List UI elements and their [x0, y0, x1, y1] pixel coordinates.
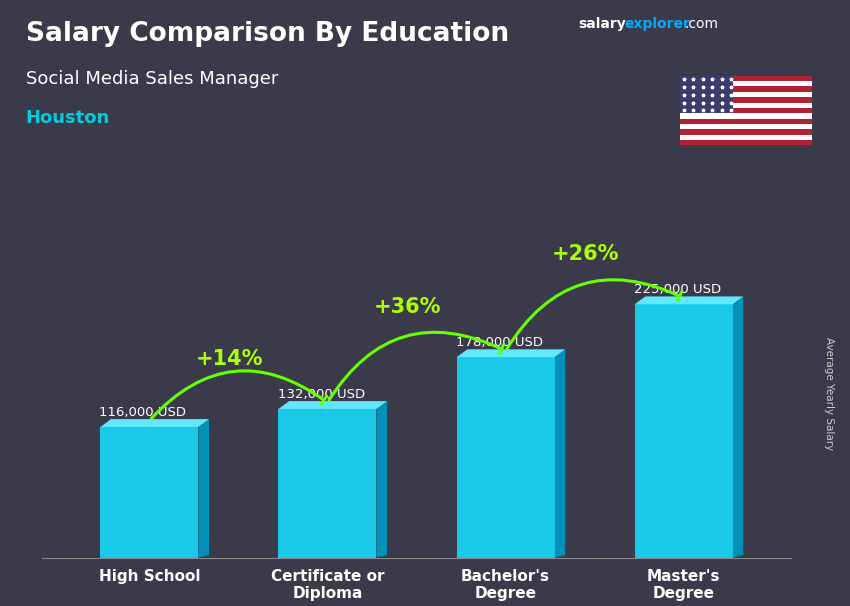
- Bar: [680, 140, 812, 145]
- Bar: [100, 427, 198, 558]
- Polygon shape: [198, 419, 209, 558]
- Polygon shape: [635, 296, 743, 304]
- Polygon shape: [377, 401, 387, 558]
- Bar: [680, 124, 812, 129]
- Bar: [680, 97, 812, 102]
- Bar: [680, 76, 733, 113]
- Text: 178,000 USD: 178,000 USD: [456, 336, 542, 349]
- Text: 116,000 USD: 116,000 USD: [99, 406, 186, 419]
- Bar: [680, 87, 812, 92]
- Polygon shape: [456, 349, 565, 357]
- Polygon shape: [733, 296, 743, 558]
- Bar: [680, 108, 812, 113]
- Text: salary: salary: [578, 17, 626, 31]
- Bar: [456, 357, 554, 558]
- Bar: [680, 135, 812, 140]
- Bar: [635, 304, 733, 558]
- Text: Houston: Houston: [26, 109, 110, 127]
- Text: +26%: +26%: [552, 244, 620, 264]
- Bar: [680, 113, 812, 119]
- Bar: [680, 129, 812, 135]
- Polygon shape: [554, 349, 565, 558]
- Text: Average Yearly Salary: Average Yearly Salary: [824, 338, 834, 450]
- Text: 225,000 USD: 225,000 USD: [634, 284, 721, 296]
- Bar: [680, 92, 812, 97]
- Text: +14%: +14%: [196, 348, 264, 368]
- Text: Social Media Sales Manager: Social Media Sales Manager: [26, 70, 278, 88]
- Polygon shape: [100, 419, 209, 427]
- Bar: [680, 76, 812, 81]
- Text: explorer: explorer: [625, 17, 690, 31]
- Bar: [680, 102, 812, 108]
- Bar: [680, 119, 812, 124]
- Text: 132,000 USD: 132,000 USD: [278, 388, 365, 401]
- Bar: [680, 81, 812, 87]
- Text: +36%: +36%: [374, 297, 441, 317]
- Polygon shape: [279, 401, 387, 409]
- Text: .com: .com: [684, 17, 718, 31]
- Bar: [279, 409, 377, 558]
- Text: Salary Comparison By Education: Salary Comparison By Education: [26, 21, 508, 47]
